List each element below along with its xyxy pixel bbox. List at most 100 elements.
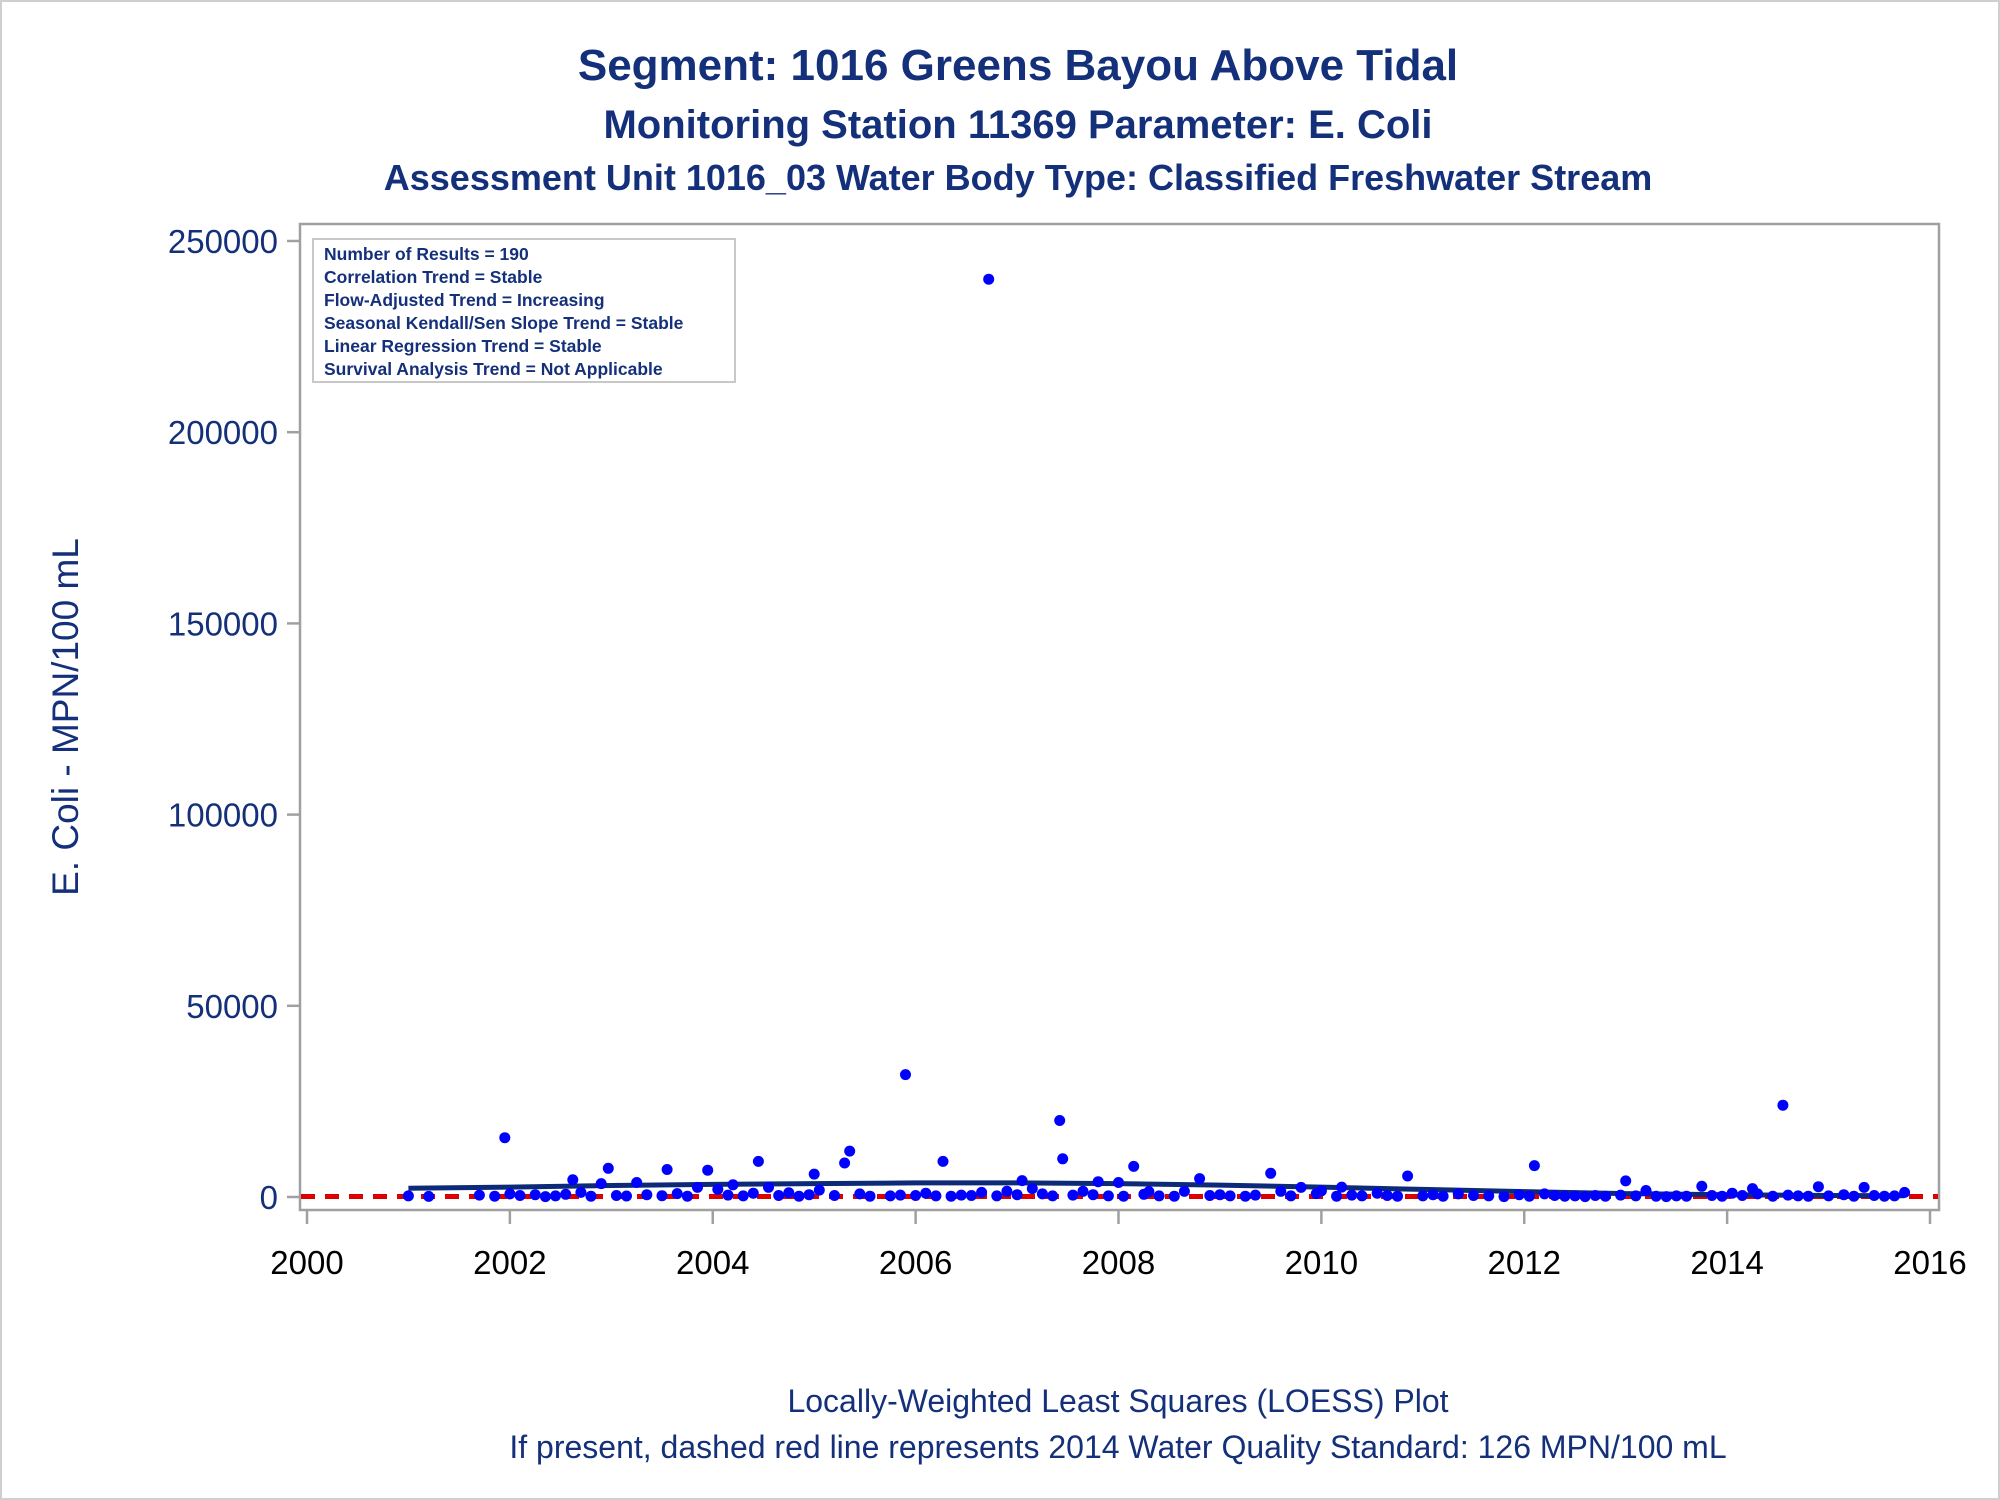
x-tick-label: 2000 [270, 1244, 343, 1281]
data-point [539, 1191, 551, 1203]
data-point [1011, 1189, 1023, 1201]
data-point [1483, 1190, 1495, 1202]
data-point [1381, 1190, 1393, 1201]
data-point [1498, 1191, 1510, 1203]
data-point [489, 1190, 501, 1202]
data-point [864, 1190, 876, 1202]
y-tick-label: 250000 [168, 223, 278, 260]
x-tick-label: 2006 [879, 1244, 952, 1281]
data-point [1660, 1191, 1672, 1203]
plot-area [298, 222, 1941, 1212]
data-point [514, 1190, 526, 1201]
data-point [1265, 1167, 1277, 1179]
data-point [692, 1181, 703, 1193]
data-point [727, 1179, 739, 1191]
data-point [1214, 1189, 1226, 1201]
data-point [1113, 1177, 1124, 1188]
stat-number-of-results: Number of Results = 190 [324, 244, 529, 264]
data-point [1067, 1189, 1079, 1201]
data-point [1001, 1185, 1013, 1197]
data-point [1513, 1189, 1525, 1201]
data-point [1077, 1185, 1089, 1197]
data-point [1194, 1173, 1206, 1185]
data-point [1823, 1190, 1835, 1202]
data-point [1356, 1190, 1368, 1202]
data-point [1569, 1190, 1581, 1202]
data-point [1752, 1188, 1764, 1200]
data-point [1528, 1160, 1540, 1172]
data-series [301, 273, 1938, 1203]
data-point [1559, 1190, 1571, 1202]
data-point [965, 1190, 977, 1201]
data-point [1878, 1190, 1890, 1202]
data-point [930, 1190, 942, 1202]
data-point [1417, 1190, 1429, 1202]
data-point [1315, 1185, 1327, 1197]
x-tick-label: 2004 [676, 1244, 749, 1281]
data-point [1249, 1189, 1261, 1201]
data-point [1889, 1190, 1900, 1202]
data-point [567, 1174, 579, 1186]
data-point [1630, 1190, 1642, 1202]
y-axis: 0 50000 100000 150000 200000 250000 [168, 223, 300, 1216]
footer-line2: If present, dashed red line represents 2… [509, 1429, 1726, 1465]
x-tick-label: 2008 [1082, 1244, 1155, 1281]
stats-box: Number of Results = 190 Correlation Tren… [312, 238, 736, 383]
stat-flow-adjusted-trend: Flow-Adjusted Trend = Increasing [324, 290, 605, 310]
data-point [550, 1190, 561, 1202]
data-point [1331, 1190, 1343, 1202]
data-point [602, 1162, 614, 1174]
data-point [402, 1190, 414, 1202]
data-point [1615, 1189, 1627, 1201]
data-point [1549, 1190, 1561, 1201]
data-point [839, 1157, 851, 1169]
data-point [641, 1189, 653, 1201]
data-point [1452, 1188, 1464, 1200]
data-point [1706, 1190, 1718, 1201]
data-point [1295, 1181, 1307, 1193]
data-point [752, 1155, 764, 1167]
data-point [1716, 1190, 1728, 1202]
data-point [854, 1188, 866, 1200]
data-point [1726, 1187, 1738, 1199]
data-point [945, 1190, 957, 1202]
data-point [894, 1189, 906, 1201]
chart-title-line2: Monitoring Station 11369 Parameter: E. C… [603, 103, 1432, 147]
data-point [1802, 1190, 1814, 1202]
data-point [829, 1190, 840, 1201]
data-point [773, 1190, 785, 1201]
data-point [423, 1190, 435, 1202]
data-point [1670, 1190, 1682, 1202]
data-point [575, 1186, 587, 1198]
data-point [1402, 1170, 1414, 1182]
data-point [610, 1190, 622, 1201]
data-point [803, 1189, 815, 1201]
y-tick-label: 50000 [186, 988, 278, 1025]
data-point [1371, 1187, 1383, 1199]
data-point [1026, 1183, 1038, 1195]
data-point [763, 1181, 774, 1193]
footer-line1: Locally-Weighted Least Squares (LOESS) P… [787, 1383, 1448, 1419]
x-tick-label: 2010 [1285, 1244, 1358, 1281]
stat-linear-regression-trend: Linear Regression Trend = Stable [324, 336, 602, 356]
data-point [1782, 1189, 1794, 1201]
data-point [1838, 1189, 1850, 1201]
data-point [595, 1178, 607, 1190]
data-point [1539, 1188, 1550, 1200]
data-point [1736, 1190, 1748, 1201]
stat-correlation-trend: Correlation Trend = Stable [324, 267, 543, 287]
data-point [900, 1069, 911, 1081]
data-point [737, 1190, 749, 1202]
data-point [1036, 1188, 1048, 1200]
data-point [808, 1168, 820, 1180]
data-point [813, 1184, 825, 1196]
data-point [1346, 1189, 1358, 1201]
data-point [1579, 1191, 1591, 1203]
data-point [529, 1189, 541, 1201]
y-axis-label: E. Coli - MPN/100 mL [45, 538, 86, 896]
data-point [910, 1190, 922, 1201]
data-point [920, 1187, 932, 1199]
data-point [1427, 1189, 1439, 1201]
data-point [681, 1190, 693, 1202]
